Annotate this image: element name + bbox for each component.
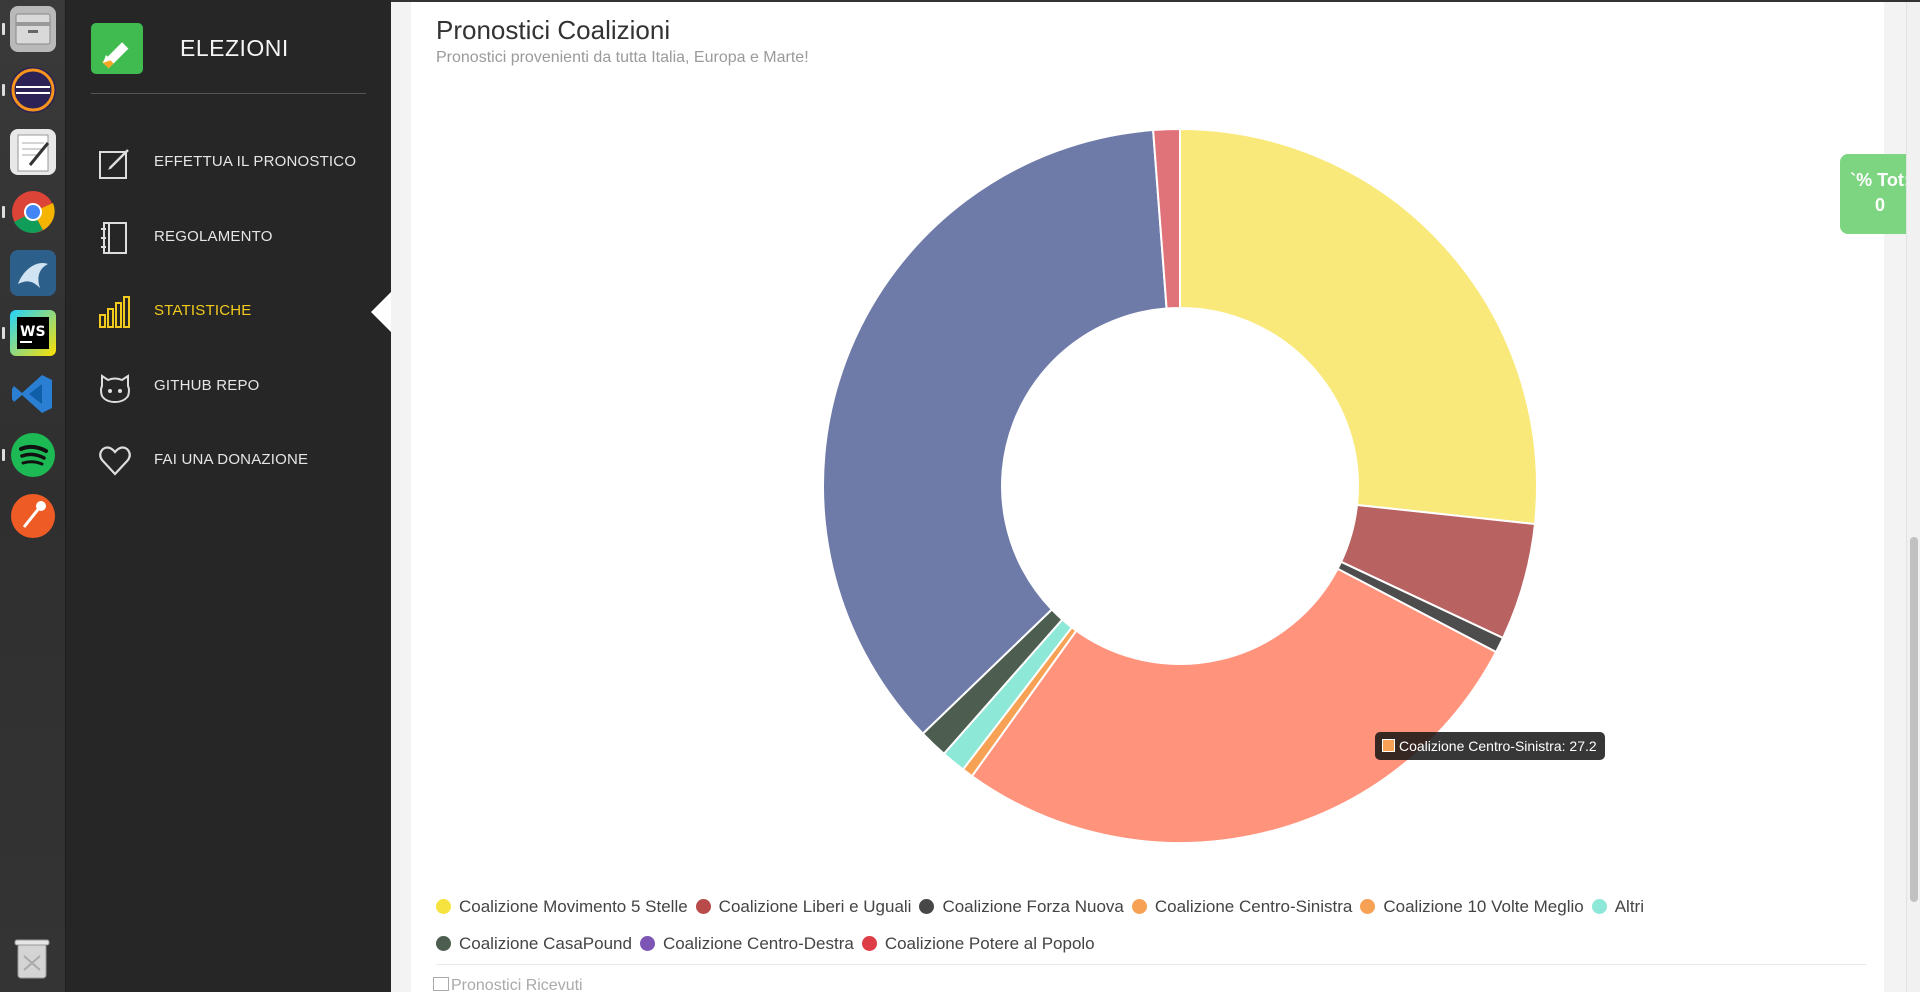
nav-label: FAI UNA DONAZIONE — [154, 451, 309, 468]
page-title: Pronostici Coalizioni — [436, 15, 671, 45]
legend-dot — [1360, 899, 1376, 914]
bar-chart-icon — [99, 296, 130, 328]
legend-item[interactable]: Coalizione CasaPound — [436, 925, 632, 962]
legend-label: Altri — [1614, 897, 1644, 916]
donut-slice-coalizione-centro-sinistra[interactable] — [970, 567, 1498, 844]
legend-item[interactable]: Coalizione Centro-Sinistra — [1131, 888, 1353, 925]
mysql-workbench-icon[interactable] — [10, 250, 56, 296]
nav-item-regolamento[interactable]: REGOLAMENTO — [66, 208, 391, 268]
main-content: Pronostici Coalizioni Pronostici proveni… — [391, 0, 1920, 992]
trash-icon[interactable] — [12, 934, 52, 980]
section-divider — [436, 964, 1866, 965]
legend-dot — [919, 899, 935, 914]
legend-label: Coalizione 10 Volte Meglio — [1383, 897, 1584, 916]
page-subtitle: Pronostici provenienti da tutta Italia, … — [436, 49, 809, 66]
text-editor-icon[interactable] — [10, 129, 56, 175]
legend-item[interactable]: Coalizione Forza Nuova — [919, 888, 1124, 925]
tooltip-swatch — [1382, 739, 1395, 752]
legend-label: Coalizione Potere al Popolo — [884, 934, 1095, 953]
legend-dot — [1591, 899, 1607, 914]
scrollbar-thumb[interactable] — [1910, 537, 1918, 902]
tot-badge-value: 0 — [1874, 195, 1885, 215]
legend-dot — [695, 899, 711, 914]
eclipse-icon[interactable] — [2, 67, 56, 113]
legend-item[interactable]: Coalizione Centro-Destra — [639, 925, 854, 962]
legend-label: Coalizione CasaPound — [459, 934, 632, 953]
legend-item[interactable]: Coalizione Liberi e Uguali — [695, 888, 912, 925]
bar-chart-small-icon — [433, 977, 449, 991]
section-title-pronostici-ricevuti: Pronostici Ricevuti — [451, 977, 583, 992]
legend-label: Coalizione Movimento 5 Stelle — [459, 897, 688, 916]
legend-label: Coalizione Forza Nuova — [942, 897, 1124, 916]
nav-label: EFFETTUA IL PRONOSTICO — [154, 153, 357, 170]
donut-slice-coalizione-movimento-5-stelle[interactable] — [1179, 127, 1538, 526]
chart-tooltip: Coalizione Centro-Sinistra: 27.2 — [1375, 732, 1605, 760]
legend-label: Coalizione Centro-Sinistra — [1154, 897, 1353, 916]
legend-item[interactable]: Coalizione Movimento 5 Stelle — [436, 888, 688, 925]
nav-item-effettua-il-pronostico[interactable]: EFFETTUA IL PRONOSTICO — [66, 133, 391, 193]
spotify-icon[interactable] — [2, 432, 56, 478]
sidebar: ELEZIONI EFFETTUA IL PRONOSTICO REGOLAME… — [66, 0, 391, 992]
legend-dot — [436, 899, 451, 914]
edit-icon — [99, 149, 129, 179]
tot-badge-label: `% Tot: — [1850, 170, 1910, 190]
nav-label: REGOLAMENTO — [154, 228, 273, 245]
legend-dot — [1131, 899, 1147, 914]
legend-item[interactable]: Altri — [1591, 888, 1644, 925]
active-indicator — [371, 292, 391, 332]
scrollbar[interactable] — [1906, 2, 1920, 992]
chrome-icon[interactable] — [2, 189, 56, 235]
github-icon — [100, 374, 130, 404]
brand-title[interactable]: ELEZIONI — [180, 35, 289, 61]
notebook-icon — [101, 222, 127, 254]
postman-icon[interactable] — [10, 493, 56, 539]
webstorm-icon[interactable]: WS — [2, 310, 56, 356]
svg-text:WS: WS — [20, 324, 46, 340]
nav-item-fai-una-donazione[interactable]: FAI UNA DONAZIONE — [66, 431, 391, 491]
legend-item[interactable]: Coalizione Potere al Popolo — [861, 925, 1095, 962]
legend-label: Coalizione Centro-Destra — [662, 934, 854, 953]
files-icon[interactable] — [2, 6, 56, 52]
chart-legend: Coalizione Movimento 5 Stelle Coalizione … — [436, 888, 1866, 962]
legend-label: Coalizione Liberi e Uguali — [718, 897, 912, 916]
vscode-icon[interactable] — [10, 371, 56, 417]
pencil-logo-icon — [91, 23, 143, 74]
nav-item-github-repo[interactable]: GITHUB REPO — [66, 357, 391, 417]
legend-dot — [639, 936, 655, 951]
tooltip-text: Coalizione Centro-Sinistra: 27.2 — [1399, 738, 1597, 754]
legend-item[interactable]: Coalizione 10 Volte Meglio — [1360, 888, 1584, 925]
legend-dot — [436, 936, 451, 951]
donut-slice-coalizione-potere-al-popolo[interactable] — [1152, 127, 1181, 310]
nav-label: STATISTICHE — [154, 302, 252, 319]
os-dock: WS — [0, 0, 66, 992]
chart-card: Pronostici Coalizioni Pronostici proveni… — [411, 2, 1884, 992]
nav-item-statistiche[interactable]: STATISTICHE — [66, 282, 391, 342]
legend-dot — [861, 936, 877, 951]
donut-chart — [822, 127, 1538, 844]
nav-label: GITHUB REPO — [154, 377, 260, 394]
donut-slice-coalizione-centro-destra[interactable] — [822, 128, 1168, 736]
heart-icon — [99, 446, 131, 476]
brand-divider — [91, 93, 366, 94]
